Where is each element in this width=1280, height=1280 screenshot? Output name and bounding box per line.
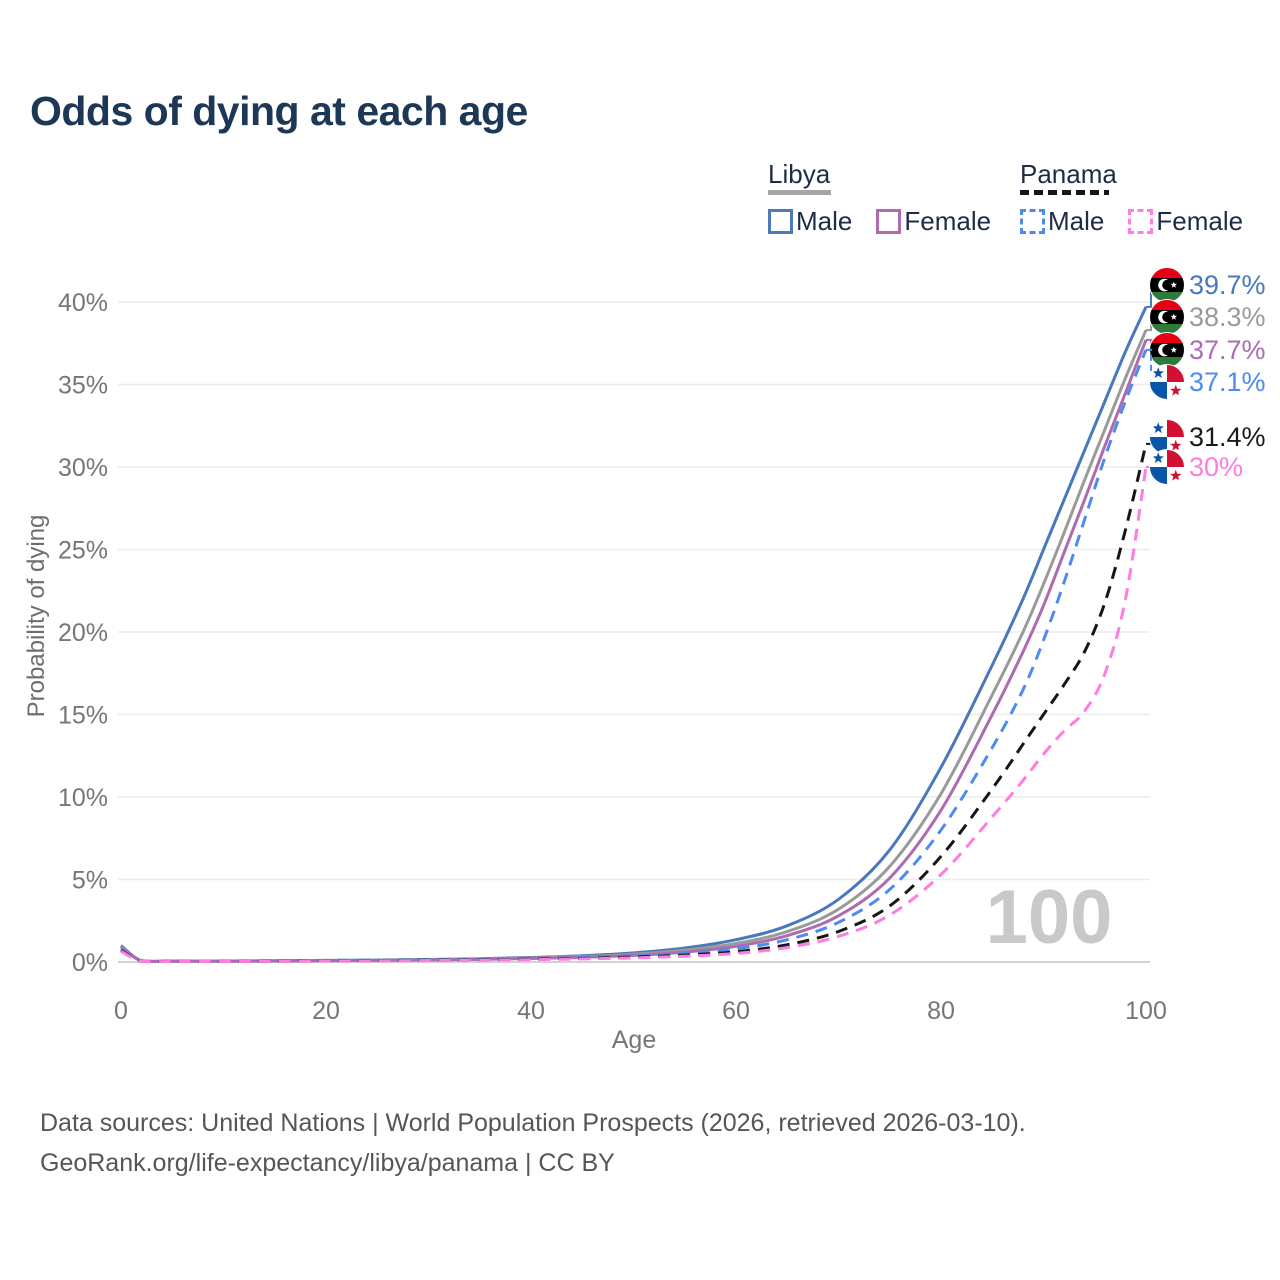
legend-item-libya-male[interactable]: Male [768,206,852,237]
y-tick-label: 5% [72,867,108,895]
libya-flag-icon [1149,267,1185,303]
legend-country-libya: Libya [768,159,831,189]
panama-flag-icon [1149,419,1185,455]
y-tick-label: 35% [58,372,108,400]
panama-line-style-swatch [1020,190,1109,195]
panama-flag-icon [1149,364,1185,400]
legend-country-panama: Panama [1020,159,1117,189]
y-tick-label: 15% [58,702,108,730]
end-value-label-panama-female: 30% [1189,452,1243,482]
panama-female-swatch-icon [1128,209,1154,234]
panama-flag-icon [1149,449,1185,485]
libya-male-swatch-icon [768,209,793,234]
y-tick-label: 10% [58,784,108,812]
attribution-text: GeoRank.org/life-expectancy/libya/panama… [40,1149,615,1177]
y-tick-label: 25% [58,537,108,565]
libya-flag-icon [1149,332,1185,368]
x-tick-label: 60 [722,997,750,1025]
panama-male-swatch-icon [1020,209,1045,234]
data-sources-text: Data sources: United Nations | World Pop… [40,1109,1026,1137]
series-line-libya-male[interactable] [120,306,1148,963]
end-value-label-panama-male: 37.1% [1189,367,1266,397]
age-counter-watermark: 100 [986,875,1113,960]
page-title: Odds of dying at each age [30,88,528,134]
x-tick-label: 0 [114,997,128,1025]
series-line-libya[interactable] [120,329,1148,963]
y-tick-label: 20% [58,619,108,647]
legend-item-label: Male [796,206,853,236]
x-axis-title: Age [612,1026,656,1054]
y-tick-label: 40% [58,289,108,317]
series-line-libya-female[interactable] [120,339,1148,963]
y-tick-label: 0% [72,949,108,977]
end-value-label-panama: 31.4% [1189,422,1266,452]
footer: Data sources: United Nations | World Pop… [40,1103,1026,1183]
legend-item-label: Female [1156,206,1244,236]
x-tick-label: 40 [517,997,545,1025]
legend-item-label: Female [904,206,992,236]
series-line-panama-male[interactable] [120,349,1148,964]
legend-item-libya-female[interactable]: Female [876,206,991,237]
libya-line-style-swatch [768,190,831,195]
legend-item-panama-male[interactable]: Male [1020,206,1104,237]
legend-item-panama-female[interactable]: Female [1128,206,1243,237]
end-value-label-libya-male: 39.7% [1189,270,1266,300]
x-tick-label: 100 [1125,997,1167,1025]
legend-group-libya: Libya Male Female [768,160,991,237]
y-tick-label: 30% [58,454,108,482]
end-value-label-libya-female: 37.7% [1189,335,1266,365]
series-line-panama-female[interactable] [120,466,1148,964]
x-tick-label: 20 [312,997,340,1025]
libya-flag-icon [1149,299,1185,335]
x-tick-label: 80 [927,997,955,1025]
legend-group-panama: Panama Male Female [1020,160,1243,237]
end-value-label-libya: 38.3% [1189,302,1266,332]
label-leader-line [1146,348,1153,383]
y-axis-title: Probability of dying [23,515,50,718]
legend-item-label: Male [1048,206,1105,236]
libya-female-swatch-icon [876,209,902,234]
